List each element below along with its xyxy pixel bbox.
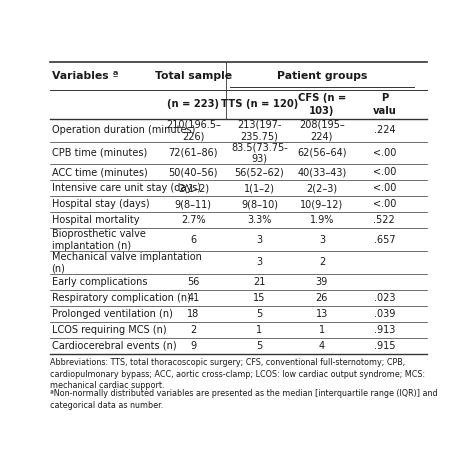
- Text: TTS (n = 120): TTS (n = 120): [221, 100, 298, 109]
- Text: 10(9–12): 10(9–12): [301, 200, 344, 210]
- Text: Operation duration (minutes): Operation duration (minutes): [52, 125, 195, 135]
- Text: Hospital mortality: Hospital mortality: [52, 215, 139, 226]
- Text: 41: 41: [187, 293, 200, 303]
- Text: 26: 26: [316, 293, 328, 303]
- Text: ACC time (minutes): ACC time (minutes): [52, 167, 147, 177]
- Text: 56: 56: [187, 277, 200, 287]
- Text: 83.5(73.75-
93): 83.5(73.75- 93): [231, 142, 288, 164]
- Text: .224: .224: [374, 125, 395, 135]
- Text: 3.3%: 3.3%: [247, 215, 272, 226]
- Text: ªNon-normally distributed variables are presented as the median [interquartile r: ªNon-normally distributed variables are …: [50, 389, 438, 410]
- Text: .039: .039: [374, 309, 395, 319]
- Text: CFS (n =
103): CFS (n = 103): [298, 93, 346, 116]
- Text: <.00: <.00: [373, 183, 396, 193]
- Text: .657: .657: [374, 235, 395, 245]
- Text: 15: 15: [253, 293, 265, 303]
- Text: Intensive care unit stay (days): Intensive care unit stay (days): [52, 183, 201, 193]
- Text: 9: 9: [190, 341, 196, 351]
- Text: Hospital stay (days): Hospital stay (days): [52, 200, 149, 210]
- Text: .023: .023: [374, 293, 395, 303]
- Text: Total sample: Total sample: [155, 71, 232, 81]
- Text: 1.9%: 1.9%: [310, 215, 334, 226]
- Text: <.00: <.00: [373, 200, 396, 210]
- Text: Early complications: Early complications: [52, 277, 147, 287]
- Text: 3: 3: [319, 235, 325, 245]
- Text: .915: .915: [374, 341, 395, 351]
- Text: Bioprosthetic valve
implantation (n): Bioprosthetic valve implantation (n): [52, 229, 146, 251]
- Text: 2: 2: [319, 257, 325, 267]
- Text: 50(40–56): 50(40–56): [169, 167, 218, 177]
- Text: <.00: <.00: [373, 167, 396, 177]
- Text: 21: 21: [253, 277, 265, 287]
- Text: 3: 3: [256, 257, 263, 267]
- Text: 208(195–
224): 208(195– 224): [299, 119, 345, 141]
- Text: 2(1–2): 2(1–2): [178, 183, 209, 193]
- Text: 62(56–64): 62(56–64): [297, 148, 346, 158]
- Text: 56(52–62): 56(52–62): [235, 167, 284, 177]
- Text: Variables ª: Variables ª: [52, 71, 118, 81]
- Text: 1(1–2): 1(1–2): [244, 183, 275, 193]
- Text: 6: 6: [190, 235, 196, 245]
- Text: 1: 1: [319, 325, 325, 335]
- Text: 2.7%: 2.7%: [181, 215, 206, 226]
- Text: 2: 2: [190, 325, 196, 335]
- Text: 4: 4: [319, 341, 325, 351]
- Text: 210(196.5–
226): 210(196.5– 226): [166, 119, 221, 141]
- Text: 9(8–10): 9(8–10): [241, 200, 278, 210]
- Text: 72(61–86): 72(61–86): [169, 148, 218, 158]
- Text: Mechanical valve implantation
(n): Mechanical valve implantation (n): [52, 252, 201, 273]
- Text: 5: 5: [256, 341, 263, 351]
- Text: 18: 18: [187, 309, 200, 319]
- Text: 39: 39: [316, 277, 328, 287]
- Text: .913: .913: [374, 325, 395, 335]
- Text: Abbreviations: TTS, total thoracoscopic surgery; CFS, conventional full-sternoto: Abbreviations: TTS, total thoracoscopic …: [50, 358, 425, 390]
- Text: 3: 3: [256, 235, 263, 245]
- Text: 1: 1: [256, 325, 263, 335]
- Text: P
valu: P valu: [373, 93, 396, 116]
- Text: (n = 223): (n = 223): [167, 100, 219, 109]
- Text: 13: 13: [316, 309, 328, 319]
- Text: Patient groups: Patient groups: [277, 71, 367, 81]
- Text: Prolonged ventilation (n): Prolonged ventilation (n): [52, 309, 173, 319]
- Text: Respiratory complication (n): Respiratory complication (n): [52, 293, 191, 303]
- Text: .522: .522: [374, 215, 395, 226]
- Text: 9(8–11): 9(8–11): [175, 200, 212, 210]
- Text: Cardiocerebral events (n): Cardiocerebral events (n): [52, 341, 176, 351]
- Text: 2(2–3): 2(2–3): [306, 183, 337, 193]
- Text: LCOS requiring MCS (n): LCOS requiring MCS (n): [52, 325, 166, 335]
- Text: CPB time (minutes): CPB time (minutes): [52, 148, 147, 158]
- Text: 213(197-
235.75): 213(197- 235.75): [237, 119, 282, 141]
- Text: <.00: <.00: [373, 148, 396, 158]
- Text: 5: 5: [256, 309, 263, 319]
- Text: 40(33–43): 40(33–43): [297, 167, 346, 177]
